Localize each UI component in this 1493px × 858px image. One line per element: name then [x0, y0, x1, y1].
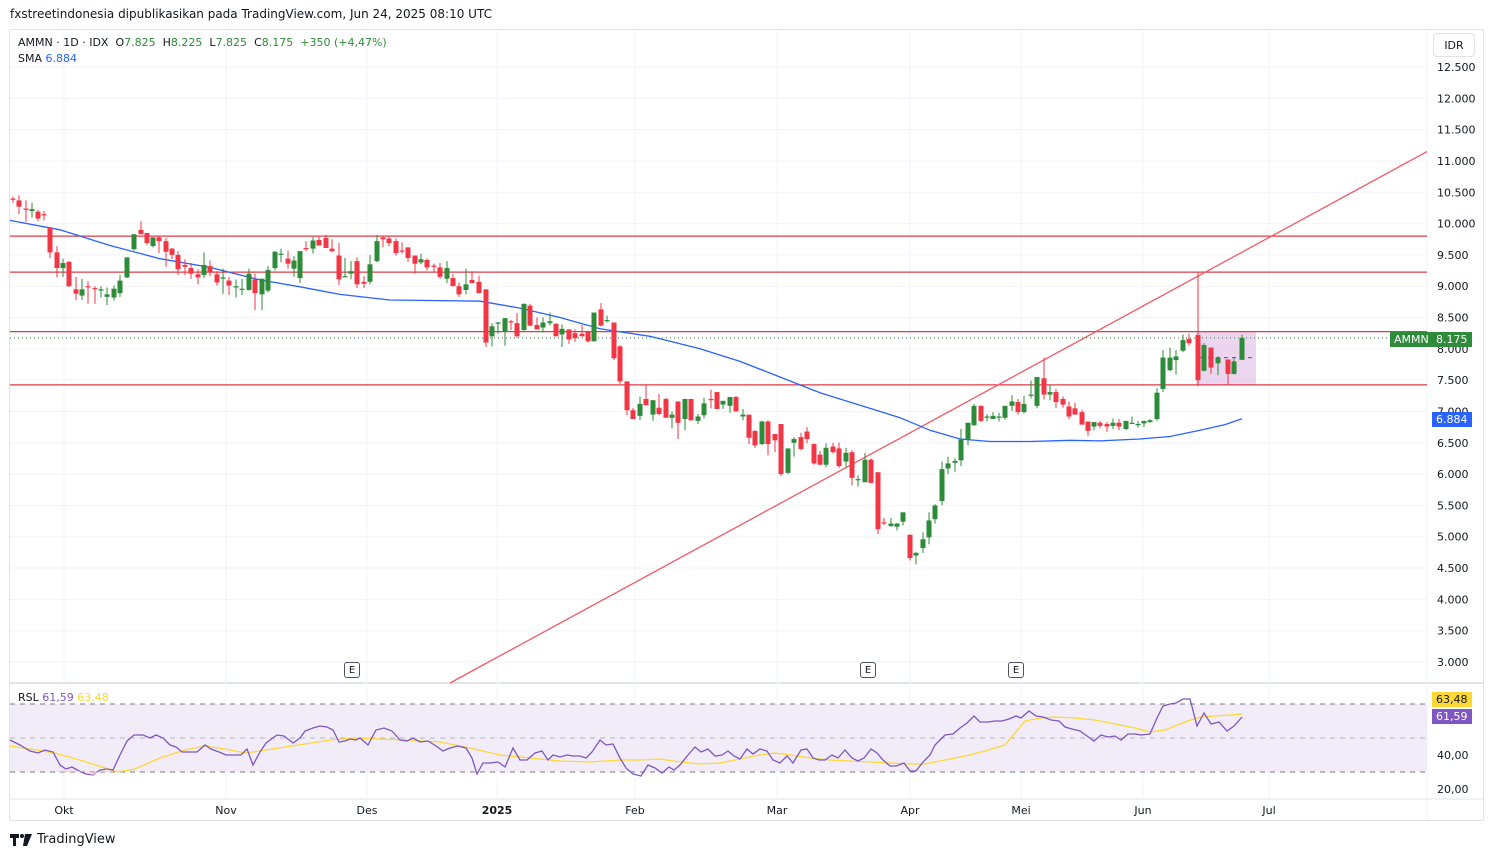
open-value: 7.825	[124, 36, 156, 49]
tradingview-logo-icon	[10, 833, 32, 846]
time-tick: Nov	[215, 804, 237, 817]
tradingview-logo[interactable]: TradingView	[10, 832, 116, 847]
price-tick: 4.500	[1437, 562, 1469, 575]
last-price-badge: 8.175	[1432, 332, 1472, 347]
low-value: 7.825	[215, 36, 248, 49]
time-tick: Okt	[54, 804, 74, 817]
time-tick: Feb	[625, 804, 644, 817]
rsi-line[interactable]	[9, 698, 1243, 777]
price-tick: 8.500	[1437, 312, 1469, 325]
price-tick: 9.000	[1437, 280, 1469, 293]
price-tick: 11.500	[1437, 124, 1476, 137]
sma-label[interactable]: SMA	[18, 52, 42, 65]
rsi-label[interactable]: RSL	[18, 691, 39, 704]
price-tick: 6.000	[1437, 468, 1469, 481]
time-tick: 2025	[482, 804, 513, 817]
earnings-marker-icon[interactable]: E	[860, 662, 876, 678]
price-tick: 12.000	[1437, 92, 1476, 105]
time-tick: Mei	[1011, 804, 1030, 817]
rsi-ma-value: 63,48	[77, 691, 109, 704]
price-tick: 9.500	[1437, 249, 1469, 262]
trendline[interactable]	[449, 150, 1428, 684]
time-tick: Mar	[767, 804, 788, 817]
price-tick: 5.500	[1437, 499, 1469, 512]
time-gridlines	[63, 30, 1270, 797]
price-tick: 3.500	[1437, 625, 1469, 638]
rsi-tick: 40,00	[1437, 749, 1469, 762]
rsi-legend: RSL 61,59 63,48	[18, 691, 109, 704]
rsi-value: 61,59	[42, 691, 74, 704]
price-tick: 6.500	[1437, 437, 1469, 450]
price-gridlines	[10, 66, 1427, 663]
change-value: +350 (+4,47%)	[300, 36, 387, 49]
time-tick: Des	[357, 804, 378, 817]
price-tick: 7.500	[1437, 374, 1469, 387]
rsi-tick: 20,00	[1437, 783, 1469, 796]
price-tick: 4.000	[1437, 593, 1469, 606]
symbol-legend: AMMN · 1D · IDX O7.825 H8.225 L7.825 C8.…	[18, 36, 387, 65]
rsi-ma-line[interactable]	[9, 713, 1243, 773]
time-tick: Jul	[1261, 804, 1275, 817]
currency-button[interactable]: IDR	[1433, 33, 1475, 57]
rsi-ma-badge: 63,48	[1432, 692, 1472, 707]
brand-name: TradingView	[37, 832, 116, 847]
price-tick: 5.000	[1437, 531, 1469, 544]
time-tick: Jun	[1133, 804, 1151, 817]
sma-price-badge: 6.884	[1432, 412, 1472, 427]
price-tick: 10.000	[1437, 218, 1476, 231]
interval[interactable]: 1D	[63, 36, 79, 49]
price-tick: 3.000	[1437, 656, 1469, 669]
price-tick: 12.500	[1437, 61, 1476, 74]
price-tick: 11.000	[1437, 155, 1476, 168]
time-tick: Apr	[900, 804, 920, 817]
symbol-name[interactable]: AMMN	[18, 36, 53, 49]
sma-value: 6.884	[45, 52, 78, 65]
chart-frame	[9, 29, 1484, 821]
price-tick: 10.500	[1437, 186, 1476, 199]
earnings-marker-icon[interactable]: E	[344, 662, 360, 678]
rsi-oversold-fill	[55, 769, 113, 775]
high-value: 8.225	[170, 36, 203, 49]
earnings-marker-icon[interactable]: E	[1008, 662, 1024, 678]
exchange: IDX	[89, 36, 109, 49]
close-value: 8.175	[261, 36, 294, 49]
candles	[10, 195, 1245, 565]
publication-line: fxstreetindonesia dipublikasikan pada Tr…	[10, 7, 492, 21]
rsi-badge: 61,59	[1432, 709, 1472, 724]
last-price-symbol-badge: AMMN	[1390, 332, 1433, 347]
